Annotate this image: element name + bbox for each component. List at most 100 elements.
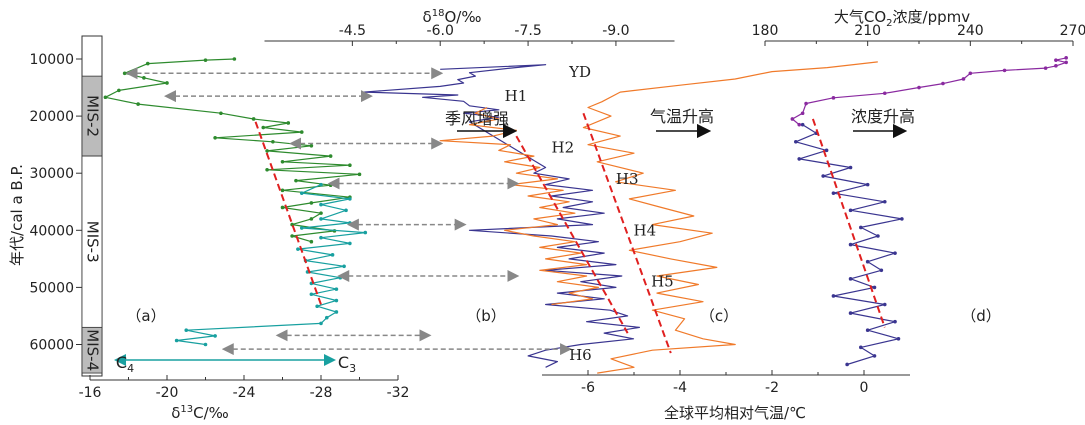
data-point-d xyxy=(831,191,836,195)
data-point-d xyxy=(1054,58,1058,62)
data-point-a xyxy=(319,182,323,187)
age-tick-label: 30000 xyxy=(29,166,74,182)
age-tick-label: 20000 xyxy=(29,109,74,125)
x-tick-label-d: 270 xyxy=(1060,23,1085,39)
x-tick-label-b: -6.0 xyxy=(427,23,454,39)
data-point-d xyxy=(968,71,973,76)
data-point-a xyxy=(265,149,269,153)
data-point-a xyxy=(142,76,146,80)
annotations: C4 C3 （a） （b） （c） （d） YD H1 H2 H3 H4 H5 H6 季风增强 气温升高 浓度… xyxy=(116,63,1001,375)
mis-stage-label: MIS-3 xyxy=(84,221,102,263)
data-point-a xyxy=(280,188,285,193)
data-point-d xyxy=(872,354,877,358)
data-point-a xyxy=(309,292,314,297)
data-point-a xyxy=(309,143,314,148)
data-point-a xyxy=(299,191,304,195)
event-label: YD xyxy=(568,63,591,81)
x-tick-label-c: 0 xyxy=(860,380,869,396)
data-point-d xyxy=(879,268,884,273)
x-axis-title-c: 全球平均相对气温/℃ xyxy=(664,404,806,422)
data-point-d xyxy=(900,217,904,221)
data-point-a xyxy=(357,172,362,177)
data-point-d xyxy=(848,311,853,315)
data-point-d xyxy=(821,174,825,178)
age-tick-label: 10000 xyxy=(29,52,74,68)
data-point-a xyxy=(286,121,291,125)
data-point-d xyxy=(917,85,921,90)
annotation-text-c: 气温升高 xyxy=(650,107,714,126)
data-point-a xyxy=(117,88,121,93)
x-tick-label-d: 180 xyxy=(752,23,779,39)
data-point-d xyxy=(848,242,853,247)
data-point-d xyxy=(848,165,853,170)
data-point-a xyxy=(342,264,346,269)
event-label: H1 xyxy=(505,87,528,105)
trend-lines xyxy=(254,112,886,354)
data-point-a xyxy=(309,201,314,205)
data-point-d xyxy=(845,362,849,367)
series-line-d-0 xyxy=(791,57,1067,126)
trend-line-d xyxy=(811,118,886,328)
event-label: H4 xyxy=(634,221,657,239)
data-point-a xyxy=(334,310,339,314)
data-point-a xyxy=(280,205,285,210)
data-point-d xyxy=(961,77,966,81)
data-point-d xyxy=(797,122,802,127)
data-point-a xyxy=(265,167,269,172)
data-point-a xyxy=(251,117,256,121)
data-point-a xyxy=(299,130,304,134)
age-axis-title: 年代/cal a B.P. xyxy=(8,164,26,266)
panel-axes: -16 -20 -24 -28 -32-4.5 -6.0 -7.5 -9.0-6 -4 -2 018… xyxy=(79,8,1085,422)
data-point-a xyxy=(213,135,217,140)
data-point-d xyxy=(797,157,802,161)
annotation-text-b: 季风增强 xyxy=(445,109,509,128)
data-point-d xyxy=(831,96,836,100)
panel-label-a: （a） xyxy=(126,307,165,325)
data-point-a xyxy=(165,81,169,85)
data-point-d xyxy=(865,328,870,333)
data-point-d xyxy=(848,277,853,281)
data-point-d xyxy=(848,208,853,213)
x-tick-label-a: -24 xyxy=(233,385,256,401)
data-point-a xyxy=(315,304,319,309)
age-axis: 10000 20000 30000 40000 50000 60000 年代/cal a B… xyxy=(8,52,82,354)
data-point-a xyxy=(232,57,237,61)
x-tick-label-a: -28 xyxy=(310,385,333,401)
age-tick-label: 40000 xyxy=(29,223,74,239)
series-line-c-0 xyxy=(582,61,878,374)
data-point-a xyxy=(103,95,108,100)
data-point-a xyxy=(319,235,323,240)
data-point-a xyxy=(309,239,314,244)
mis-stage-label: MIS-2 xyxy=(84,95,102,137)
event-label: H2 xyxy=(552,139,575,157)
data-point-d xyxy=(800,111,805,116)
data-point-a xyxy=(296,247,300,251)
data-point-d xyxy=(876,234,880,238)
x-tick-label-b: -7.5 xyxy=(514,23,541,39)
data-point-a xyxy=(348,241,352,246)
data-point-d xyxy=(859,345,863,350)
data-point-d xyxy=(859,225,863,230)
data-point-a xyxy=(122,71,127,76)
x-axis-title-b: δ18O/‰ xyxy=(423,8,482,26)
data-point-a xyxy=(174,338,179,343)
data-point-d xyxy=(882,302,887,307)
age-tick-label: 60000 xyxy=(29,338,74,354)
mis-stage-band xyxy=(81,326,103,374)
panel-label-b: （b） xyxy=(466,307,506,325)
data-point-a xyxy=(299,226,304,230)
mis-stage-label: MIS-4 xyxy=(84,329,102,371)
x-tick-label-d: 210 xyxy=(854,23,881,39)
data-point-d xyxy=(872,285,877,290)
data-point-a xyxy=(330,253,335,257)
data-point-a xyxy=(309,217,314,221)
event-label: H3 xyxy=(616,170,639,188)
data-point-a xyxy=(344,208,348,213)
data-point-a xyxy=(324,315,329,320)
data-point-a xyxy=(213,334,217,338)
data-point-d xyxy=(800,122,805,127)
data-point-a xyxy=(319,217,323,221)
x-axis-title-d: 大气CO2浓度/ppmv xyxy=(834,8,970,29)
series-line-b-1 xyxy=(439,106,599,306)
